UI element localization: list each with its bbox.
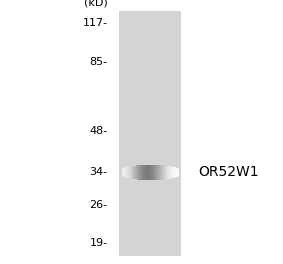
Bar xyxy=(147,165,148,180)
Text: 117-: 117- xyxy=(82,18,108,28)
Bar xyxy=(171,166,172,178)
Bar xyxy=(151,165,152,180)
Bar xyxy=(149,165,150,180)
Bar xyxy=(174,167,175,178)
Bar xyxy=(128,167,129,178)
Bar xyxy=(139,165,140,180)
Bar xyxy=(149,165,151,180)
Bar xyxy=(145,165,146,180)
Bar xyxy=(137,165,138,180)
Bar xyxy=(162,165,163,180)
Bar xyxy=(159,165,160,180)
Bar xyxy=(124,168,125,177)
Bar xyxy=(125,167,126,177)
Bar xyxy=(146,165,147,180)
Text: 26-: 26- xyxy=(89,200,108,210)
Bar xyxy=(156,165,157,180)
Bar xyxy=(130,166,131,178)
Bar xyxy=(177,168,178,177)
Bar xyxy=(132,166,134,179)
Bar xyxy=(178,169,179,176)
Bar xyxy=(142,165,143,180)
Bar xyxy=(123,168,124,177)
Bar xyxy=(158,165,159,180)
Bar xyxy=(166,166,168,179)
Bar xyxy=(132,166,133,179)
Text: OR52W1: OR52W1 xyxy=(198,166,259,180)
Bar xyxy=(176,168,177,177)
Bar xyxy=(151,165,153,180)
Bar xyxy=(161,165,162,180)
Bar xyxy=(173,167,174,178)
Text: 48-: 48- xyxy=(89,126,108,136)
Bar xyxy=(160,165,161,180)
Bar xyxy=(163,165,164,180)
Bar xyxy=(154,165,155,180)
Bar xyxy=(140,165,141,180)
Bar xyxy=(172,167,173,178)
Bar xyxy=(144,165,145,180)
Bar xyxy=(164,166,165,180)
Bar xyxy=(170,166,171,178)
Bar xyxy=(135,166,136,179)
Bar xyxy=(168,166,169,179)
Bar xyxy=(129,166,130,178)
Bar xyxy=(134,166,136,179)
Bar xyxy=(175,167,176,177)
Bar xyxy=(157,165,158,180)
Text: 19-: 19- xyxy=(89,238,108,248)
Bar xyxy=(119,11,181,256)
Bar xyxy=(153,165,155,180)
Bar xyxy=(134,166,135,179)
Bar xyxy=(165,166,166,179)
Bar xyxy=(169,166,170,179)
Bar xyxy=(152,165,153,180)
Text: (kD): (kD) xyxy=(84,0,108,8)
Bar xyxy=(166,166,167,179)
Bar xyxy=(168,166,170,179)
Bar xyxy=(143,165,144,180)
Bar xyxy=(155,165,156,180)
Bar xyxy=(122,169,123,176)
Text: 34-: 34- xyxy=(89,167,108,177)
Bar xyxy=(138,165,139,180)
Bar xyxy=(127,167,128,178)
Bar xyxy=(148,165,149,180)
Text: 85-: 85- xyxy=(89,57,108,67)
Bar xyxy=(136,166,138,180)
Bar xyxy=(141,165,142,180)
Bar xyxy=(126,167,127,178)
Bar xyxy=(131,166,132,179)
